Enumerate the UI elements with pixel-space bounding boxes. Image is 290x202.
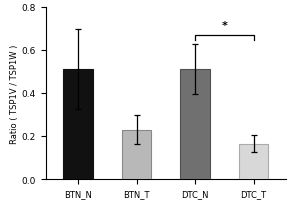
Text: *: * xyxy=(222,21,227,31)
Bar xyxy=(180,70,210,179)
Bar xyxy=(239,144,268,179)
Bar xyxy=(122,130,151,179)
Y-axis label: Ratio ( TSP1V / TSP1W ): Ratio ( TSP1V / TSP1W ) xyxy=(10,44,19,143)
Bar xyxy=(64,70,93,179)
